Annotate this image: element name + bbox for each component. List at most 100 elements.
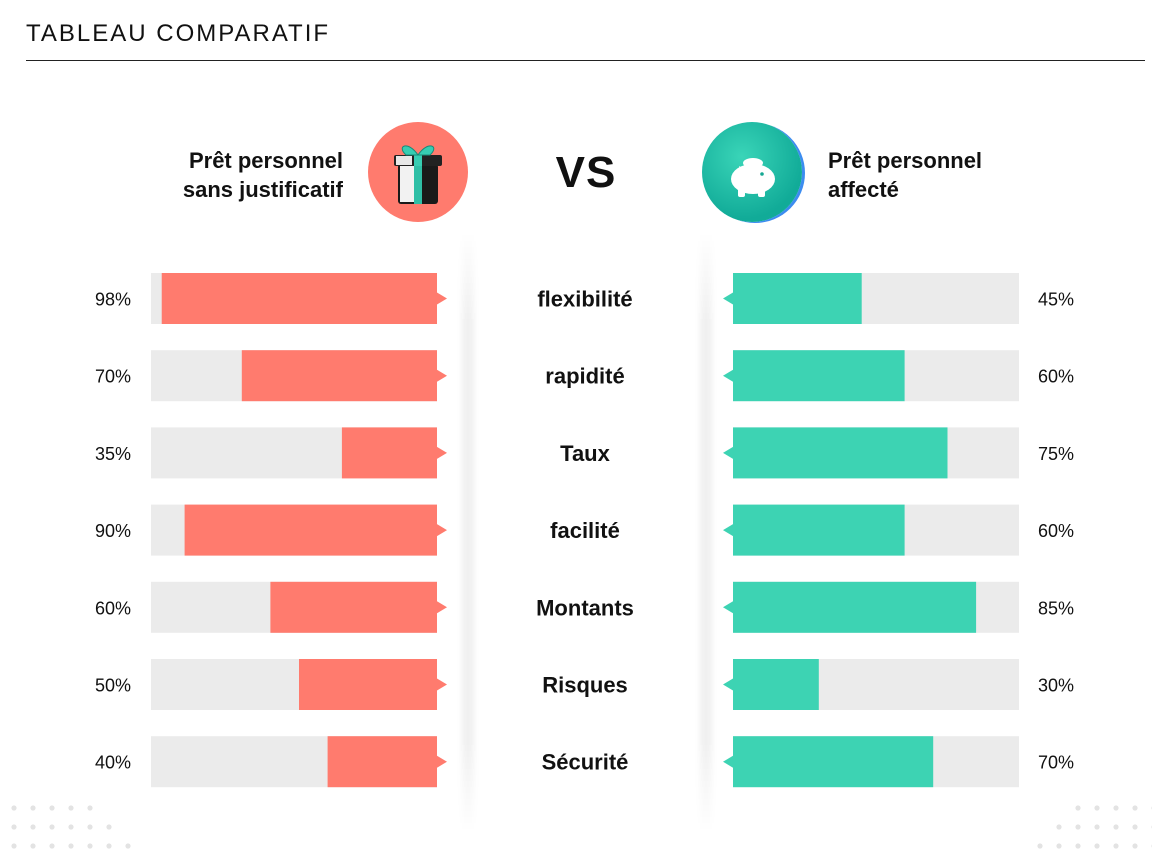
left-value-label: 40% bbox=[95, 753, 131, 773]
left-bar bbox=[341, 427, 437, 479]
left-value-label: 70% bbox=[95, 367, 131, 387]
right-bar bbox=[733, 427, 948, 479]
right-value-label: 30% bbox=[1038, 676, 1074, 696]
right-bar bbox=[733, 736, 934, 788]
decorative-dot bbox=[1056, 843, 1062, 849]
left-bar bbox=[241, 350, 437, 402]
decorative-dot bbox=[49, 824, 55, 830]
decorative-dot bbox=[1075, 843, 1081, 849]
right-loan-title-line1: Prêt personnel bbox=[828, 148, 983, 173]
category-label: rapidité bbox=[545, 364, 624, 389]
decorative-dot bbox=[87, 843, 93, 849]
gift-badge bbox=[368, 122, 468, 222]
left-bar-pointer bbox=[437, 292, 447, 305]
category-label: Sécurité bbox=[542, 750, 629, 775]
right-loan-title: Prêt personnel affecté bbox=[828, 146, 1088, 204]
left-value-label: 60% bbox=[95, 598, 131, 618]
left-bar bbox=[270, 581, 437, 633]
decorative-dot bbox=[1113, 843, 1119, 849]
left-value-label: 35% bbox=[95, 444, 131, 464]
decorative-dot bbox=[106, 843, 112, 849]
right-bar-pointer bbox=[723, 446, 733, 459]
left-bar-pointer bbox=[437, 678, 447, 691]
right-bar bbox=[733, 504, 905, 556]
right-bar bbox=[733, 273, 862, 324]
right-column-divider bbox=[700, 232, 712, 832]
right-bar bbox=[733, 581, 977, 633]
left-column-divider bbox=[462, 232, 474, 832]
decorative-dot bbox=[87, 805, 93, 811]
left-loan-title: Prêt personnel sans justificatif bbox=[110, 146, 343, 204]
decorative-dot bbox=[1113, 824, 1119, 830]
piggy-badge bbox=[702, 122, 802, 222]
right-bar-pointer bbox=[723, 292, 733, 305]
left-bar bbox=[161, 273, 437, 324]
right-value-label: 60% bbox=[1038, 521, 1074, 541]
title-divider bbox=[26, 60, 1145, 61]
decorative-dot bbox=[87, 824, 93, 830]
page-title: TABLEAU COMPARATIF bbox=[26, 20, 331, 47]
decorative-dot bbox=[11, 805, 17, 811]
decorative-dot bbox=[1113, 805, 1119, 811]
right-value-label: 70% bbox=[1038, 753, 1074, 773]
left-bar-pointer bbox=[437, 755, 447, 768]
decorative-dot bbox=[1132, 824, 1138, 830]
gift-icon bbox=[394, 145, 442, 204]
left-value-label: 98% bbox=[95, 290, 131, 310]
decorative-dots-right bbox=[1037, 805, 1152, 849]
left-bar bbox=[327, 736, 437, 788]
piggy-bank-icon bbox=[731, 158, 775, 197]
left-bar bbox=[299, 659, 437, 710]
decorative-dot bbox=[1075, 805, 1081, 811]
category-label: Montants bbox=[536, 595, 634, 620]
left-loan-title-line1: Prêt personnel bbox=[188, 148, 343, 173]
right-value-label: 60% bbox=[1038, 367, 1074, 387]
decorative-dot bbox=[11, 843, 17, 849]
decorative-dot bbox=[68, 805, 74, 811]
left-loan-title-line2: sans justificatif bbox=[182, 177, 343, 202]
right-bar-pointer bbox=[723, 601, 733, 614]
left-value-label: 50% bbox=[95, 676, 131, 696]
decorative-dot bbox=[68, 824, 74, 830]
decorative-dot bbox=[106, 824, 112, 830]
right-loan-title-line2: affecté bbox=[828, 177, 899, 202]
decorative-dot bbox=[1075, 824, 1081, 830]
decorative-dot bbox=[68, 843, 74, 849]
right-bar-pointer bbox=[723, 755, 733, 768]
right-bar-pointer bbox=[723, 524, 733, 537]
category-label: Taux bbox=[560, 441, 610, 466]
decorative-dot bbox=[30, 805, 36, 811]
decorative-dot bbox=[1094, 805, 1100, 811]
decorative-dot bbox=[1037, 843, 1043, 849]
right-value-label: 85% bbox=[1038, 598, 1074, 618]
category-label: flexibilité bbox=[537, 287, 632, 312]
vs-label: VS bbox=[555, 148, 617, 197]
right-bar bbox=[733, 659, 819, 710]
decorative-dot bbox=[1094, 824, 1100, 830]
left-bar-pointer bbox=[437, 601, 447, 614]
decorative-dot bbox=[49, 843, 55, 849]
category-label: Risques bbox=[542, 673, 628, 698]
left-bar-pointer bbox=[437, 524, 447, 537]
category-label: facilité bbox=[550, 518, 620, 543]
left-bar-pointer bbox=[437, 446, 447, 459]
decorative-dot bbox=[125, 843, 131, 849]
decorative-dot bbox=[1132, 805, 1138, 811]
right-bar-pointer bbox=[723, 369, 733, 382]
decorative-dot bbox=[1132, 843, 1138, 849]
left-bar bbox=[184, 504, 437, 556]
right-bar bbox=[733, 350, 905, 402]
right-bar-pointer bbox=[723, 678, 733, 691]
left-bar-pointer bbox=[437, 369, 447, 382]
decorative-dot bbox=[1056, 824, 1062, 830]
decorative-dot bbox=[49, 805, 55, 811]
right-value-label: 45% bbox=[1038, 290, 1074, 310]
decorative-dot bbox=[11, 824, 17, 830]
decorative-dots-left bbox=[11, 805, 131, 849]
decorative-dot bbox=[30, 843, 36, 849]
right-value-label: 75% bbox=[1038, 444, 1074, 464]
left-value-label: 90% bbox=[95, 521, 131, 541]
decorative-dot bbox=[30, 824, 36, 830]
decorative-dot bbox=[1094, 843, 1100, 849]
